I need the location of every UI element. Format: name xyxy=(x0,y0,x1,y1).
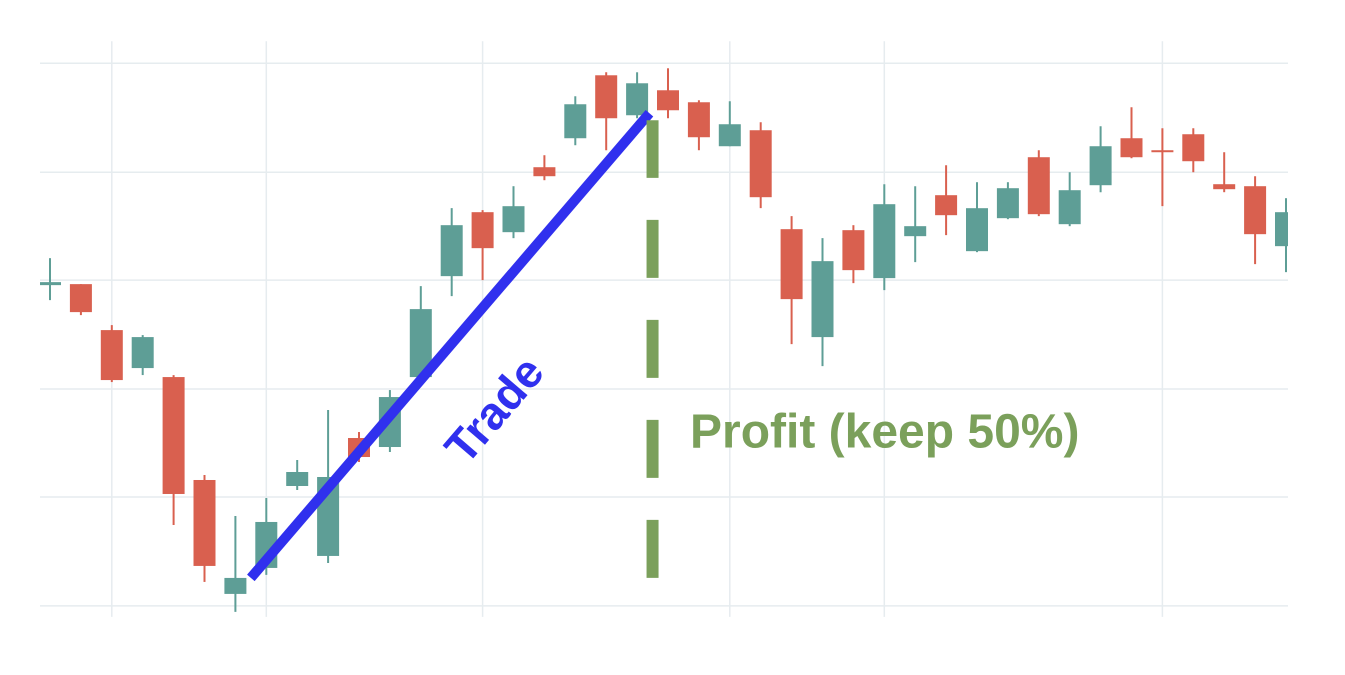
trade-line xyxy=(247,109,654,582)
candle-body xyxy=(162,377,185,494)
candle-body xyxy=(842,230,865,271)
candle-body xyxy=(100,330,123,381)
candle-body xyxy=(286,472,309,486)
trade-label: Trade xyxy=(434,346,553,473)
candle-body xyxy=(904,226,927,237)
candle-body xyxy=(564,104,587,139)
candle-body xyxy=(224,577,247,594)
candle-body xyxy=(718,124,741,147)
candle-body xyxy=(69,284,92,313)
candles xyxy=(40,68,1288,612)
candle-body xyxy=(595,75,618,119)
candle-body xyxy=(780,229,803,300)
candle-body xyxy=(749,130,772,198)
candle-body xyxy=(1213,184,1236,190)
profit-label: Profit (keep 50%) xyxy=(690,406,1079,459)
candle-body xyxy=(502,206,525,233)
candle-body xyxy=(40,282,61,286)
candle-body xyxy=(657,90,679,111)
candle-body xyxy=(1058,190,1081,225)
annotations: Trade Profit (keep 50%) xyxy=(247,109,1079,582)
candle-body xyxy=(1275,212,1288,247)
candle-body xyxy=(1027,157,1050,215)
candle-body xyxy=(131,337,154,369)
candle-body xyxy=(1182,134,1205,162)
candle-body xyxy=(996,188,1019,219)
candle-body xyxy=(193,479,216,566)
candle-body xyxy=(1151,150,1174,153)
candle-body xyxy=(1120,138,1143,158)
candle-body xyxy=(1244,186,1267,235)
candle-body xyxy=(687,102,710,138)
candle-body xyxy=(811,261,834,338)
candle-body xyxy=(533,167,556,177)
candle-body xyxy=(873,204,896,279)
candle-body xyxy=(935,195,958,216)
candle-body xyxy=(626,83,649,116)
candle-body xyxy=(966,208,988,252)
candle-body xyxy=(440,225,463,277)
candle-body xyxy=(471,212,494,249)
candle-body xyxy=(409,309,432,378)
candle-body xyxy=(1089,146,1112,186)
